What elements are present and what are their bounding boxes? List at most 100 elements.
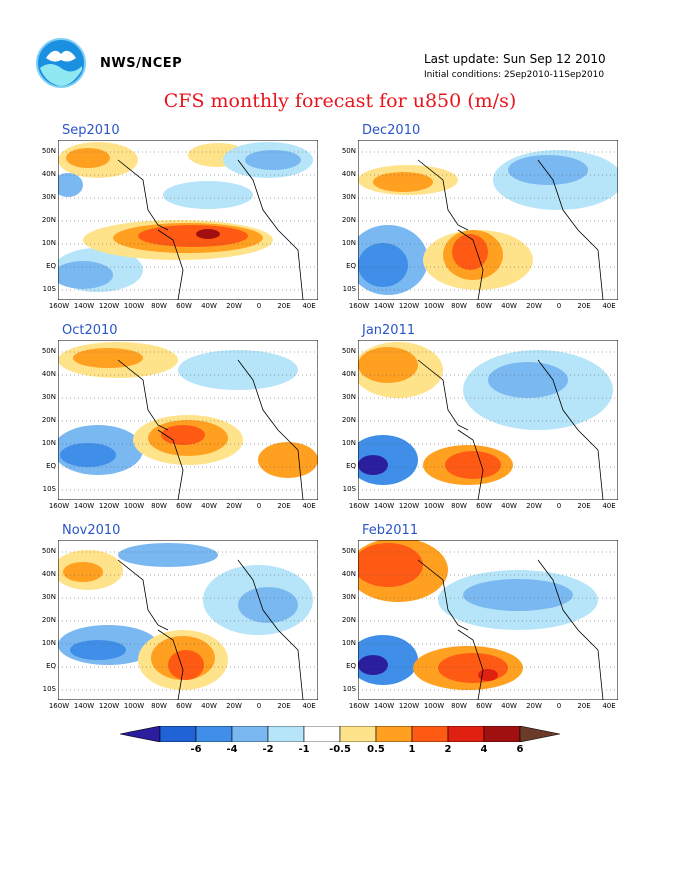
lat-label: EQ <box>46 462 56 470</box>
lon-label: 20E <box>577 302 591 310</box>
lon-label: 0 <box>256 302 262 310</box>
lon-label: 60W <box>476 302 492 310</box>
lon-label: 160W <box>348 702 370 710</box>
initial-conditions: Initial conditions: 2Sep2010-11Sep2010 <box>424 70 605 80</box>
map-panel-jan2011 <box>358 340 618 500</box>
lon-label: 100W <box>423 302 445 310</box>
lon-label: 80W <box>151 302 167 310</box>
lon-label: 60W <box>176 302 192 310</box>
lat-label: EQ <box>346 262 356 270</box>
lat-label: 50N <box>41 147 56 155</box>
colorbar-tick-label: -1 <box>298 744 310 755</box>
lat-label: 30N <box>41 393 56 401</box>
lat-label: 20N <box>41 616 56 624</box>
lon-label: 160W <box>348 302 370 310</box>
lon-label: 60W <box>176 502 192 510</box>
lat-label: 30N <box>341 393 356 401</box>
lon-label: 40W <box>201 502 217 510</box>
lat-label: EQ <box>346 462 356 470</box>
lat-label: 10S <box>342 685 356 693</box>
lon-label: 100W <box>123 502 145 510</box>
lon-label: 20W <box>226 702 242 710</box>
lat-label: 50N <box>341 147 356 155</box>
lon-label: 20E <box>577 502 591 510</box>
lon-label: 40E <box>602 302 616 310</box>
colorbar-box <box>267 726 305 742</box>
lon-label: 140W <box>373 502 395 510</box>
lon-label: 20W <box>226 302 242 310</box>
lat-label: 50N <box>41 547 56 555</box>
lon-label: 40E <box>602 702 616 710</box>
lon-label: 140W <box>73 302 95 310</box>
lon-label: 20W <box>526 302 542 310</box>
map-panel-feb2011 <box>358 540 618 700</box>
lon-label: 60W <box>176 702 192 710</box>
colorbar-box <box>447 726 485 742</box>
colorbar-tick-label: 1 <box>408 744 416 755</box>
lon-label: 120W <box>98 502 120 510</box>
lat-label: EQ <box>46 662 56 670</box>
panel-label-oct2010: Oct2010 <box>62 323 118 338</box>
lat-label: 40N <box>341 570 356 578</box>
lon-label: 40E <box>602 502 616 510</box>
lat-label: 40N <box>341 370 356 378</box>
lon-label: 60W <box>476 502 492 510</box>
colorbar-max-arrow <box>519 726 560 742</box>
lat-label: 10S <box>342 485 356 493</box>
lon-label: 160W <box>48 702 70 710</box>
lon-label: 120W <box>98 302 120 310</box>
lat-label: 20N <box>341 616 356 624</box>
lat-label: 40N <box>341 170 356 178</box>
lat-label: 50N <box>341 347 356 355</box>
lon-label: 80W <box>151 702 167 710</box>
colorbar-tick-label: 2 <box>444 744 452 755</box>
lat-label: 40N <box>41 570 56 578</box>
lat-label: 10N <box>341 239 356 247</box>
lon-label: 140W <box>73 502 95 510</box>
lat-label: 30N <box>341 193 356 201</box>
lon-label: 0 <box>556 302 562 310</box>
lon-label: 100W <box>123 702 145 710</box>
colorbar-min-arrow <box>120 726 161 742</box>
lon-label: 0 <box>556 502 562 510</box>
colorbar <box>120 726 560 742</box>
lat-label: 40N <box>41 370 56 378</box>
lat-label: 30N <box>41 193 56 201</box>
lon-label: 20W <box>526 702 542 710</box>
lon-label: 80W <box>451 702 467 710</box>
lon-label: 20W <box>226 502 242 510</box>
lon-label: 20E <box>277 702 291 710</box>
lon-label: 100W <box>423 502 445 510</box>
lon-label: 120W <box>98 702 120 710</box>
colorbar-box <box>483 726 521 742</box>
lat-label: 10S <box>42 485 56 493</box>
lon-label: 60W <box>476 702 492 710</box>
panel-label-nov2010: Nov2010 <box>62 523 121 538</box>
panel-label-jan2011: Jan2011 <box>362 323 416 338</box>
lon-label: 100W <box>423 702 445 710</box>
lon-label: 40W <box>501 502 517 510</box>
lat-label: 10S <box>42 285 56 293</box>
lon-label: 20E <box>277 302 291 310</box>
lat-label: 10N <box>41 639 56 647</box>
lon-label: 40W <box>201 302 217 310</box>
colorbar-box <box>339 726 377 742</box>
lon-label: 40E <box>302 302 316 310</box>
colorbar-box <box>411 726 449 742</box>
colorbar-box <box>159 726 197 742</box>
lon-label: 160W <box>48 502 70 510</box>
lat-label: 10N <box>41 239 56 247</box>
last-update: Last update: Sun Sep 12 2010 <box>424 52 606 66</box>
lon-label: 40E <box>302 502 316 510</box>
colorbar-tick-label: -2 <box>262 744 274 755</box>
lon-label: 20W <box>526 502 542 510</box>
lat-label: 10N <box>341 439 356 447</box>
lon-label: 40W <box>501 702 517 710</box>
lon-label: 20E <box>277 502 291 510</box>
lat-label: EQ <box>346 662 356 670</box>
lon-label: 40W <box>501 302 517 310</box>
colorbar-box <box>231 726 269 742</box>
lon-label: 100W <box>123 302 145 310</box>
lat-label: EQ <box>46 262 56 270</box>
colorbar-tick-label: 4 <box>480 744 488 755</box>
